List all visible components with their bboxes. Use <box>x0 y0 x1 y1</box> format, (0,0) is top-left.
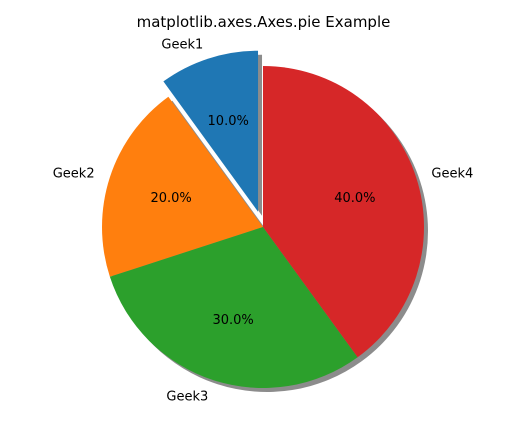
percent-label-geek4: 40.0% <box>334 191 375 206</box>
pie-slice-geek3 <box>109 227 358 388</box>
pie-slice-geek1 <box>163 50 259 212</box>
slice-label-geek1: Geek1 <box>161 37 203 52</box>
percent-label-geek1: 10.0% <box>208 114 249 129</box>
pie-slice-geek4 <box>263 66 425 358</box>
slice-label-geek3: Geek3 <box>166 389 208 404</box>
slice-label-geek2: Geek2 <box>53 166 95 181</box>
chart-title: matplotlib.axes.Axes.pie Example <box>137 13 391 31</box>
slice-layer <box>101 50 425 388</box>
slice-label-geek4: Geek4 <box>431 166 473 181</box>
percent-label-geek2: 20.0% <box>150 191 191 206</box>
label-layer: Geek1 10.0% Geek2 20.0% Geek3 30.0% Geek4 40.0% <box>53 37 474 404</box>
percent-label-geek3: 30.0% <box>212 313 253 328</box>
pie-slice-geek2 <box>101 96 263 277</box>
